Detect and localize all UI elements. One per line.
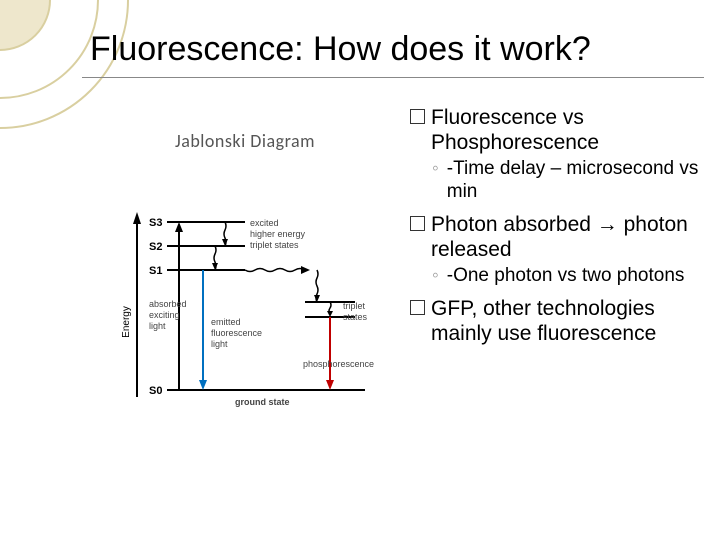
sub-bullet-time-delay: ◦ -Time delay – microsecond vs min <box>432 158 705 204</box>
excited-label-1: excited <box>250 218 279 228</box>
bullet-text: GFP, other technologies mainly use fluor… <box>431 296 705 346</box>
absorbed-label-3: light <box>149 321 166 331</box>
checkbox-icon <box>410 216 425 231</box>
triplet-label-2: states <box>343 312 368 322</box>
bullet-photon: Photon absorbed → photon released <box>410 212 705 262</box>
emitted-label-3: light <box>211 339 228 349</box>
energy-axis-label: Energy <box>121 306 132 338</box>
bullet-text: Fluorescence vs Phosphorescence <box>431 105 705 155</box>
left-column: Jablonski Diagram Energy S3 S2 S1 S0 <box>115 130 375 432</box>
phospho-label: phosphorescence <box>303 359 374 369</box>
sub-bullet-photons: ◦ -One photon vs two photons <box>432 265 705 288</box>
right-column: Fluorescence vs Phosphorescence ◦ -Time … <box>410 105 705 350</box>
checkbox-icon <box>410 109 425 124</box>
excited-label-3: triplet states <box>250 240 299 250</box>
sub-bullet-text: -One photon vs two photons <box>447 265 705 288</box>
level-s2: S2 <box>149 241 162 253</box>
bullet-gfp: GFP, other technologies mainly use fluor… <box>410 296 705 346</box>
circle-bullet-icon: ◦ <box>432 158 439 181</box>
checkbox-icon <box>410 300 425 315</box>
absorbed-label-1: absorbed <box>149 299 187 309</box>
circle-bullet-icon: ◦ <box>432 265 439 288</box>
diagram-subtitle: Jablonski Diagram <box>115 130 375 152</box>
title-underline <box>82 77 704 78</box>
bullet-fluor-vs-phos: Fluorescence vs Phosphorescence <box>410 105 705 155</box>
emitted-label-2: fluorescence <box>211 328 262 338</box>
absorbed-label-2: exciting <box>149 310 180 320</box>
sub-bullet-text: -Time delay – microsecond vs min <box>447 158 705 204</box>
emitted-label-1: emitted <box>211 317 241 327</box>
level-s0: S0 <box>149 385 162 397</box>
jablonski-diagram: Energy S3 S2 S1 S0 <box>115 187 375 427</box>
level-s3: S3 <box>149 217 162 229</box>
slide-title: Fluorescence: How does it work? <box>90 30 591 69</box>
triplet-label-1: triplet <box>343 301 366 311</box>
bullet-text: Photon absorbed → photon released <box>431 212 705 262</box>
ground-state-label: ground state <box>235 397 290 407</box>
excited-label-2: higher energy <box>250 229 306 239</box>
level-s1: S1 <box>149 265 162 277</box>
